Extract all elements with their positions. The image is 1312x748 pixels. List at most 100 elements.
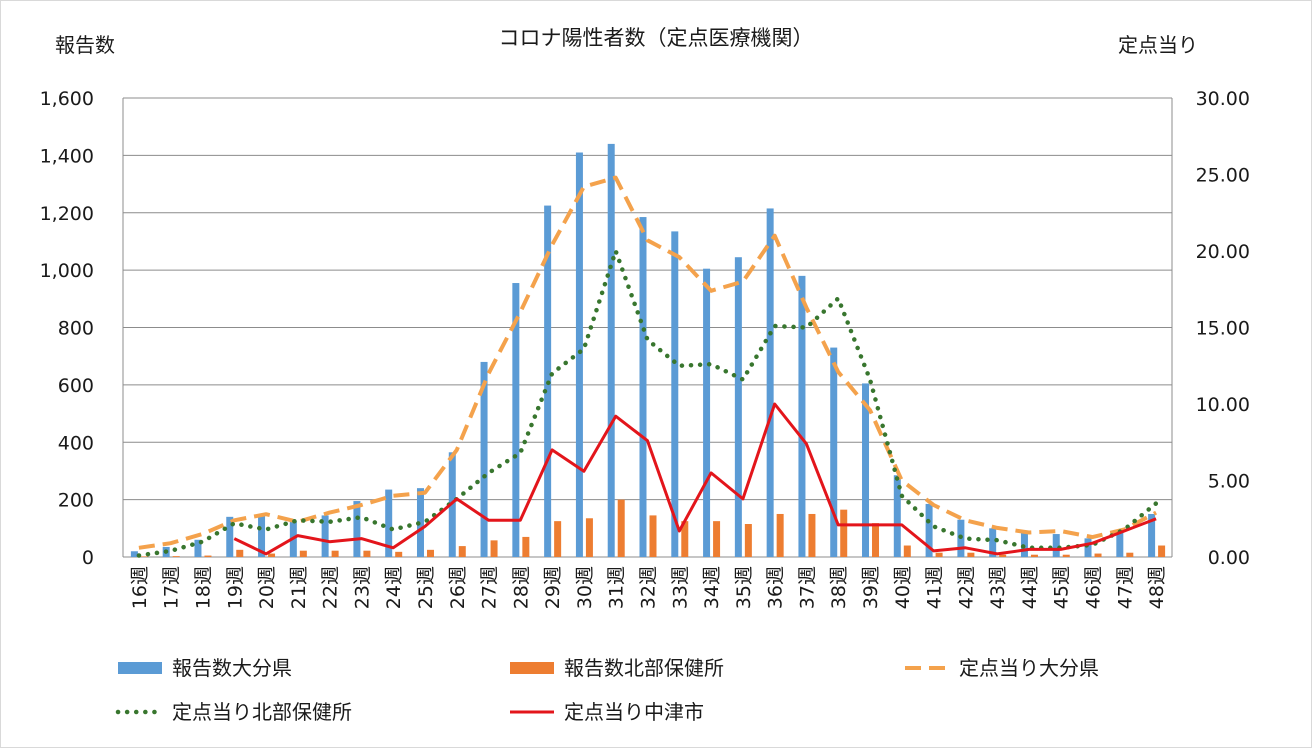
x-tick-label: 43週	[987, 566, 1009, 609]
bar-oita	[766, 208, 774, 557]
bar-hokubu	[681, 521, 689, 557]
legend-label: 定点当り北部保健所	[172, 700, 352, 724]
bar-oita	[607, 143, 615, 557]
x-tick-label: 39週	[860, 566, 882, 609]
right-tick-label: 5.00	[1208, 471, 1250, 493]
bar-oita	[512, 283, 520, 557]
left-tick-label: 1,600	[40, 88, 94, 110]
legend-label: 定点当り大分県	[959, 656, 1099, 680]
bar-hokubu	[872, 523, 880, 557]
left-tick-label: 600	[58, 375, 94, 397]
x-tick-label: 17週	[161, 566, 183, 609]
bar-oita	[321, 515, 329, 557]
x-tick-label: 28週	[510, 566, 532, 609]
x-tick-label: 42週	[955, 566, 977, 609]
bar-hokubu	[204, 555, 212, 557]
bar-oita	[893, 475, 901, 557]
bar-hokubu	[649, 515, 657, 557]
left-tick-label: 1,000	[40, 260, 94, 282]
x-tick-label: 38週	[828, 566, 850, 609]
bar-hokubu	[617, 499, 625, 557]
x-tick-label: 45週	[1051, 566, 1073, 609]
x-tick-label: 21週	[288, 566, 310, 609]
bar-oita	[194, 539, 202, 557]
bar-oita	[1084, 538, 1092, 557]
left-tick-label: 200	[58, 490, 94, 512]
bar-hokubu	[426, 549, 434, 557]
left-tick-label: 1,400	[40, 145, 94, 167]
bar-oita	[925, 503, 933, 557]
bar-oita	[480, 361, 488, 557]
bar-oita	[1148, 513, 1156, 557]
right-tick-label: 20.00	[1196, 241, 1250, 263]
right-tick-label: 15.00	[1196, 318, 1250, 340]
x-tick-label: 20週	[256, 566, 278, 609]
bar-oita	[130, 551, 138, 557]
left-tick-label: 0	[82, 547, 94, 569]
bar-oita	[703, 268, 711, 557]
x-tick-label: 32週	[638, 566, 660, 609]
bar-hokubu	[268, 553, 276, 557]
bar-oita	[671, 231, 679, 557]
bar-hokubu	[744, 524, 752, 557]
x-tick-label: 25週	[415, 566, 437, 609]
right-axis-ticks: 0.00 5.00 10.00 15.00 20.00 25.00 30.00	[1196, 88, 1250, 569]
bar-hokubu	[999, 554, 1007, 557]
left-tick-label: 800	[58, 318, 94, 340]
x-axis-ticks: 16週 17週 18週 19週 20週 21週 22週 23週 24週 25週 26週 27週 28週 2…	[129, 566, 1168, 609]
left-tick-label: 1,200	[40, 203, 94, 225]
bar-hokubu	[522, 536, 530, 557]
x-tick-label: 16週	[129, 566, 151, 609]
left-axis-title: 報告数	[55, 33, 115, 57]
legend-label: 報告数北部保健所	[564, 656, 724, 680]
bar-hokubu	[776, 513, 784, 557]
bar-hokubu	[172, 556, 180, 557]
bar-oita	[416, 488, 424, 557]
left-axis-ticks: 0 200 400 600 800 1,000 1,200 1,400 1,600	[40, 88, 94, 569]
bar-oita	[989, 528, 997, 557]
legend-label: 定点当り中津市	[564, 700, 704, 724]
x-tick-label: 19週	[224, 566, 246, 609]
bar-hokubu	[140, 556, 148, 557]
bar-oita	[798, 275, 806, 557]
bar-hokubu	[458, 546, 466, 557]
x-tick-label: 31週	[606, 566, 628, 609]
x-tick-label: 44週	[1019, 566, 1041, 609]
bar-hokubu	[967, 552, 975, 557]
bar-hokubu	[490, 540, 498, 557]
line-hokubu	[136, 248, 1159, 558]
bar-hokubu	[299, 550, 307, 557]
legend-label: 報告数大分県	[172, 656, 292, 680]
line-oita	[138, 175, 1158, 550]
right-tick-label: 25.00	[1196, 165, 1250, 187]
x-tick-label: 18週	[192, 566, 214, 609]
x-tick-label: 22週	[320, 566, 342, 609]
right-axis-title: 定点当り	[1118, 33, 1198, 57]
bar-hokubu	[1094, 553, 1102, 557]
x-tick-label: 35週	[733, 566, 755, 609]
bar-oita	[226, 516, 234, 557]
line-series	[136, 175, 1159, 558]
gridlines	[122, 97, 1173, 558]
legend-swatch-bar	[118, 662, 162, 674]
bar-hokubu	[1062, 554, 1070, 557]
right-tick-label: 30.00	[1196, 88, 1250, 110]
left-tick-label: 400	[58, 432, 94, 454]
bar-hokubu	[236, 549, 244, 557]
line-nakatsu	[233, 402, 1157, 556]
bar-oita	[1052, 534, 1060, 557]
bar-hokubu	[1030, 554, 1038, 557]
legend-swatch-bar	[510, 662, 554, 674]
bar-hokubu	[554, 521, 562, 557]
x-tick-label: 34週	[701, 566, 723, 609]
x-tick-label: 29週	[542, 566, 564, 609]
x-tick-label: 30週	[574, 566, 596, 609]
bar-oita	[353, 501, 361, 557]
bar-hokubu	[331, 550, 339, 557]
bar-oita	[385, 489, 393, 557]
x-tick-label: 48週	[1146, 566, 1168, 609]
bar-hokubu	[935, 552, 943, 557]
bar-oita	[575, 152, 583, 557]
